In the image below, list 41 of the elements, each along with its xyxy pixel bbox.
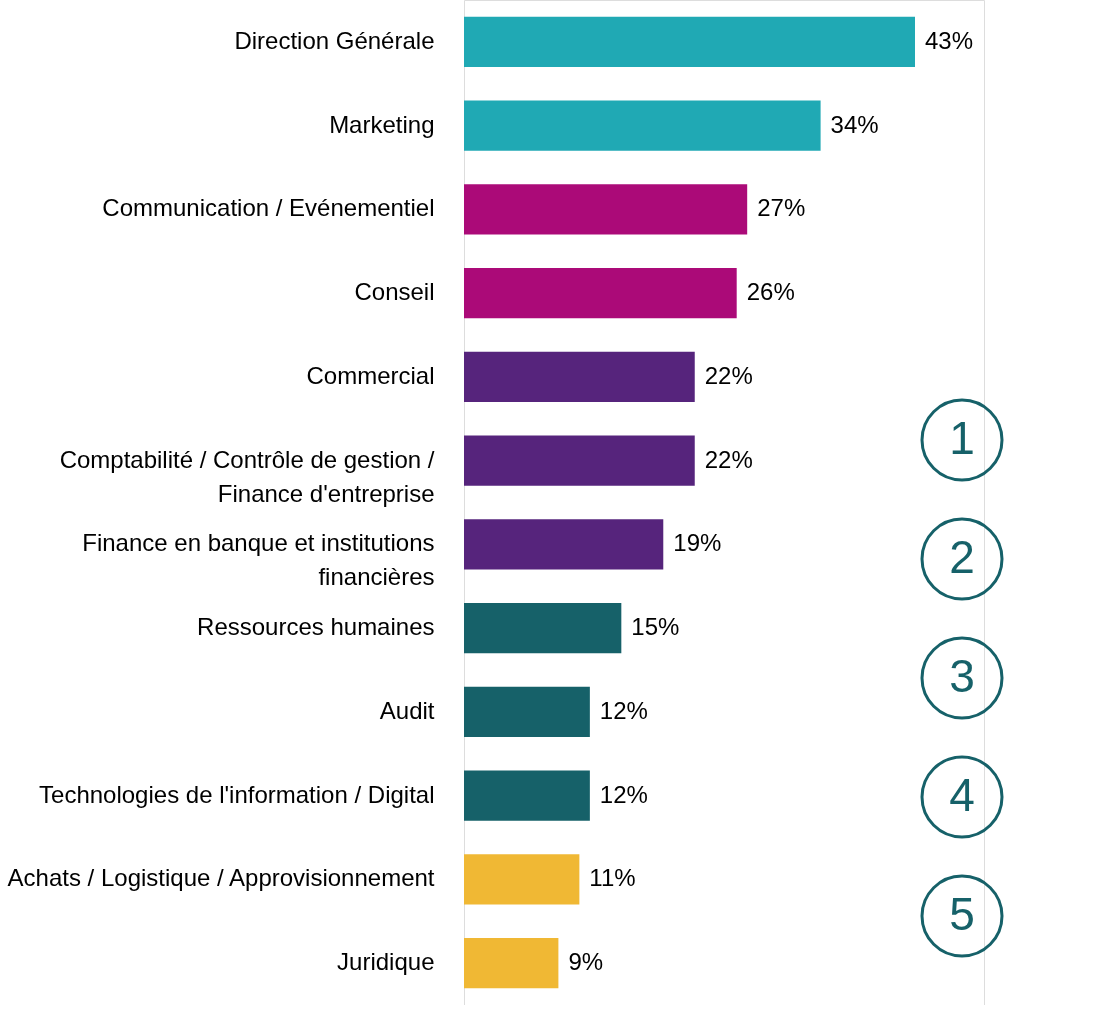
y-tick-label: Finance en banque et institutions financières [82,529,435,591]
text: 2 [949,531,975,583]
data-label: 9% [568,948,604,976]
bar [464,100,821,151]
y-tick-label: Ressources humaines [197,613,435,641]
data-label: 15% [631,613,680,641]
bar [464,16,915,67]
text: 1 [949,412,975,464]
data-label: 34% [830,110,879,138]
y-tick-label: Conseil [354,278,435,306]
bar [464,854,580,905]
bar [464,519,664,570]
data-label: 12% [599,696,648,724]
bar [464,686,590,737]
y-tick-label: Marketing [329,110,435,138]
text: 4 [949,769,975,821]
y-tick-label: Communication / Evénementiel [102,194,435,222]
y-tick-label: Comptabilité / Contrôle de gestion / Finance d'entreprise [59,445,435,507]
bar [464,184,748,235]
bar [464,351,695,402]
y-tick-label: Technologies de l'information / Digital [39,780,435,808]
data-label: 12% [599,780,648,808]
text: 5 [949,888,975,940]
bar [464,268,737,319]
y-tick-label: Direction Générale [234,26,435,54]
data-label: 27% [757,194,806,222]
bar [464,435,695,486]
bar [464,938,559,989]
data-label: 22% [704,445,753,473]
y-tick-label: Achats / Logistique / Approvisionnement [7,864,435,892]
y-tick-label: Audit [379,696,435,724]
y-tick-label: Commercial [306,361,435,389]
y-tick-label: Juridique [337,948,435,976]
data-label: 22% [704,361,753,389]
data-label: 11% [589,864,636,892]
data-label: 19% [673,529,722,557]
data-label: 26% [746,278,795,306]
data-label: 43% [925,26,974,54]
text: 3 [949,650,975,702]
bar [464,770,590,821]
bar [464,603,622,654]
